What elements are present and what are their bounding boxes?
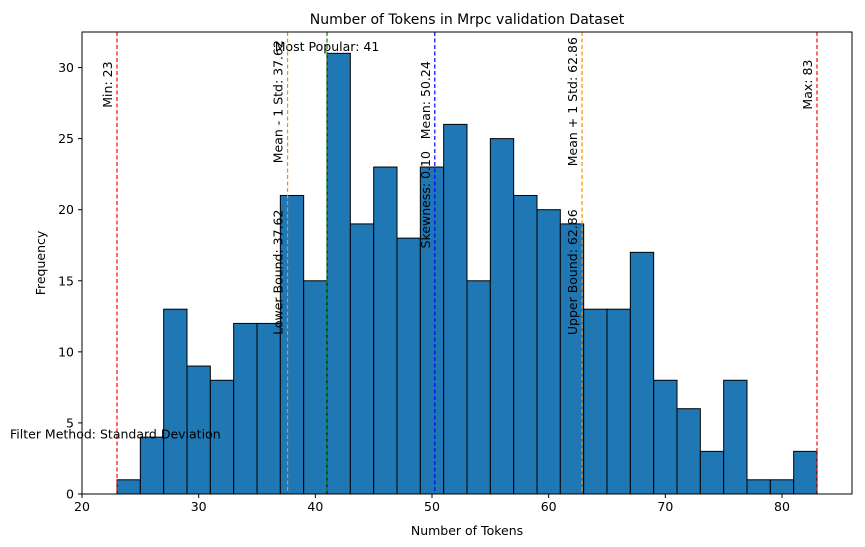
histogram-bar	[536, 209, 561, 495]
x-tick-label: 70	[657, 499, 673, 514]
y-tick-label: 25	[58, 131, 74, 146]
x-axis-label: Number of Tokens	[411, 523, 523, 538]
histogram-bar	[443, 123, 468, 495]
reference-line-label: Mean - 1 Std: 37.62	[271, 40, 286, 163]
histogram-bar	[676, 408, 701, 495]
histogram-bar	[629, 251, 655, 495]
histogram-bar	[746, 479, 771, 495]
histogram-bar	[373, 166, 398, 495]
y-tick-label: 0	[66, 487, 74, 502]
reference-line-label: Mean: 50.24	[418, 61, 433, 139]
histogram-bar	[466, 280, 491, 495]
plot-frame	[81, 31, 853, 495]
histogram-bar	[723, 379, 748, 495]
reference-lines: Min: 23 Max: 83 Most Popular: 41 Mean: 50.2…	[100, 32, 818, 494]
y-tick-label: 15	[58, 273, 74, 288]
x-tick-label: 50	[424, 499, 440, 514]
histogram-bar	[163, 308, 188, 495]
histogram-bar	[699, 450, 725, 495]
histogram-bar	[793, 450, 818, 495]
histogram-bar	[303, 280, 328, 495]
reference-line-label: Max: 83	[800, 60, 815, 110]
y-axis-label: Frequency	[33, 230, 48, 295]
chart-title: Number of Tokens in Mrpc validation Data…	[310, 12, 625, 28]
y-tick-label: 20	[58, 202, 74, 217]
reference-line-label: Upper Bound: 62.86	[565, 209, 580, 335]
histogram-bar	[116, 479, 141, 495]
y-axis: 0 5 10 15 20 25 30	[58, 60, 82, 502]
histogram-bar	[583, 308, 608, 495]
annotations: Skewness: 0.10 Filter Method: Standard De…	[10, 151, 433, 441]
histogram-bar	[139, 436, 165, 495]
histogram-bar	[513, 194, 538, 495]
reference-line-label: Min: 23	[100, 61, 115, 107]
histogram-bar	[769, 479, 795, 495]
histogram-bar	[396, 237, 421, 495]
x-tick-label: 80	[774, 499, 790, 514]
y-tick-label: 5	[66, 415, 74, 430]
y-tick-label: 10	[58, 344, 74, 359]
x-tick-label: 60	[541, 499, 557, 514]
reference-line-label: Mean + 1 Std: 62.86	[565, 37, 580, 166]
histogram-bar	[606, 308, 631, 495]
histogram-bar	[349, 223, 375, 495]
reference-line-label: Most Popular: 41	[275, 39, 380, 54]
histogram-bar	[326, 52, 351, 495]
reference-line-label: Lower Bound: 37.62	[271, 210, 286, 335]
y-tick-label: 30	[58, 60, 74, 75]
histogram-bars	[116, 52, 818, 495]
histogram-bar	[489, 138, 515, 495]
x-tick-label: 20	[74, 499, 90, 514]
filter-method-annotation: Filter Method: Standard Deviation	[10, 426, 221, 441]
histogram-bar	[653, 379, 678, 495]
skewness-annotation: Skewness: 0.10	[418, 151, 433, 248]
histogram-bar	[233, 322, 258, 495]
x-axis: 20 30 40 50 60 70 80	[74, 494, 790, 514]
x-tick-label: 30	[191, 499, 207, 514]
histogram-bar	[256, 322, 281, 495]
x-tick-label: 40	[307, 499, 323, 514]
